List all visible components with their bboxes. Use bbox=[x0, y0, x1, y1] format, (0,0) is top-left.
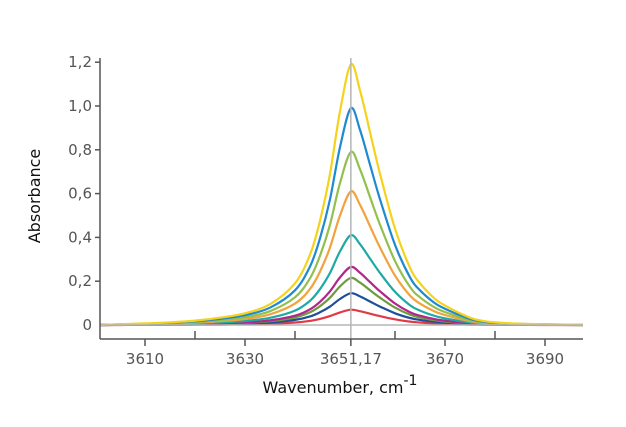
y-tick-label: 1,2 bbox=[68, 53, 92, 71]
x-tick-label: 3670 bbox=[426, 350, 464, 368]
y-axis-title: Absorbance bbox=[25, 149, 44, 244]
reference-lines bbox=[100, 58, 583, 339]
x-tick-label: 3690 bbox=[526, 350, 564, 368]
spectrum-line-series-1 bbox=[99, 62, 584, 327]
y-axis: 0 0,2 0,4 0,6 0,8 1,0 1,2 bbox=[68, 53, 101, 339]
spectrum-line-series-2 bbox=[99, 106, 584, 327]
x-tick-label: 3610 bbox=[126, 350, 164, 368]
spectrum-line-series-4 bbox=[99, 190, 584, 327]
y-tick-label: 0,4 bbox=[68, 228, 92, 246]
x-axis: 3610 3630 3651,17 3670 3690 bbox=[100, 331, 583, 368]
y-tick-label: 0 bbox=[82, 316, 92, 334]
y-tick-label: 0,6 bbox=[68, 185, 92, 203]
spectrum-line-series-6 bbox=[99, 265, 584, 327]
plot-lines bbox=[99, 62, 584, 327]
x-tick-label: 3630 bbox=[226, 350, 264, 368]
y-tick-label: 0,8 bbox=[68, 141, 92, 159]
spectrum-line-series-8 bbox=[99, 292, 584, 327]
y-tick-label: 0,2 bbox=[68, 272, 92, 290]
x-axis-title: Wavenumber, cm-1 bbox=[263, 373, 418, 397]
y-tick-label: 1,0 bbox=[68, 97, 92, 115]
spectrum-line-series-7 bbox=[99, 276, 584, 327]
x-tick-label: 3651,17 bbox=[320, 350, 382, 368]
